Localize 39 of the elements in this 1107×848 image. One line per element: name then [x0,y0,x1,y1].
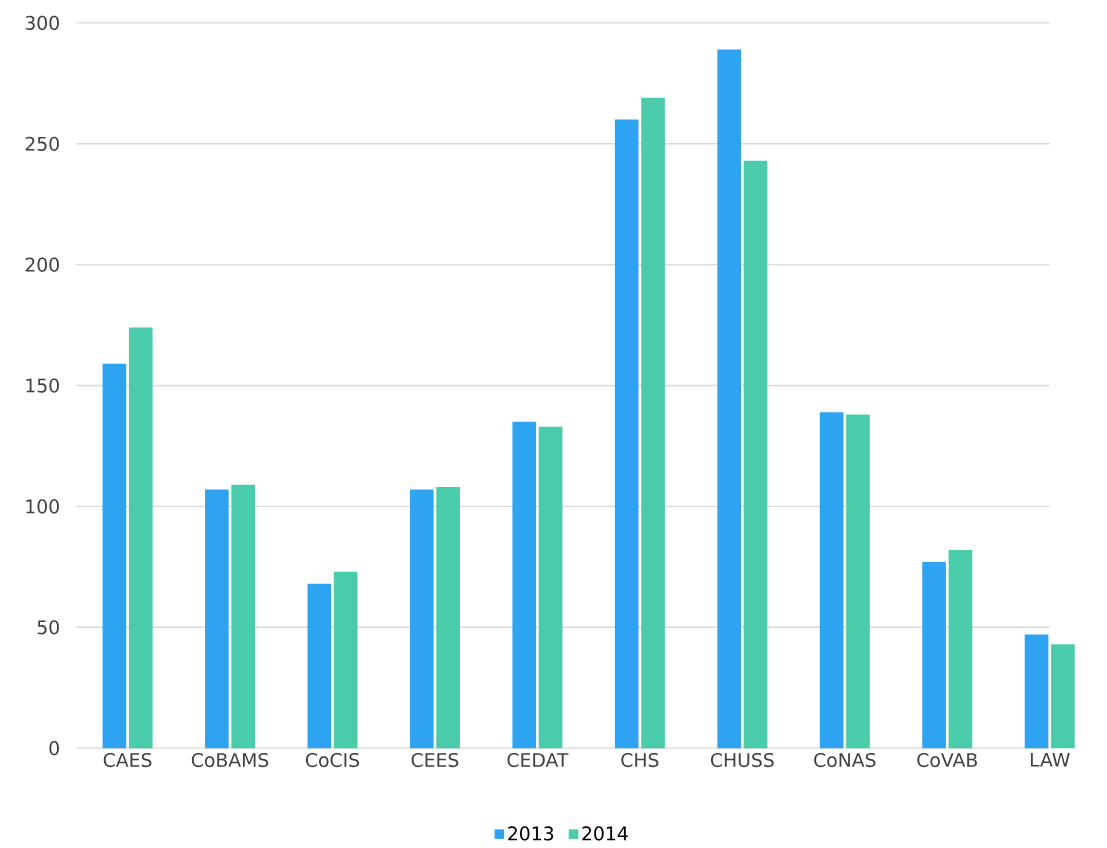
bar [102,363,127,749]
y-tick-label: 0 [49,741,59,756]
bar [819,412,844,749]
y-tick-label: 200 [25,257,59,272]
bar [333,571,358,749]
x-tick-label: CEDAT [507,753,569,768]
bar [641,98,665,749]
bar [846,414,870,749]
bar [409,489,434,749]
x-tick-label: LAW [1030,753,1070,767]
x-tick-label: CoNAS [814,753,876,768]
x-tick-label: CoVAB [917,753,977,768]
y-tick-label: 50 [37,620,59,635]
y-tick-label: 300 [25,15,59,31]
y-tick-label: 250 [25,136,59,152]
bar [614,119,639,749]
legend-label: 2013 [508,826,554,841]
bar [231,484,256,749]
legend-label: 2014 [582,826,628,841]
bar [743,160,768,749]
x-tick-label: CoCIS [305,753,360,768]
x-tick-label: CEES [411,753,459,768]
x-tick-label: CHS [621,753,659,768]
bar [205,489,229,749]
bar [512,421,537,749]
x-tick-label: CoBAMS [191,753,269,768]
bar [1051,644,1075,749]
bar [948,550,973,749]
bar [436,487,460,749]
bar [538,426,563,749]
x-tick-label: CAES [103,753,152,768]
bar [128,327,153,749]
y-tick-label: 100 [26,499,59,514]
bar [307,583,332,749]
y-tick-label: 150 [26,378,59,393]
bar [922,562,946,749]
x-tick-label: CHUSS [710,753,774,768]
bar [717,49,741,749]
bar [1024,634,1049,749]
